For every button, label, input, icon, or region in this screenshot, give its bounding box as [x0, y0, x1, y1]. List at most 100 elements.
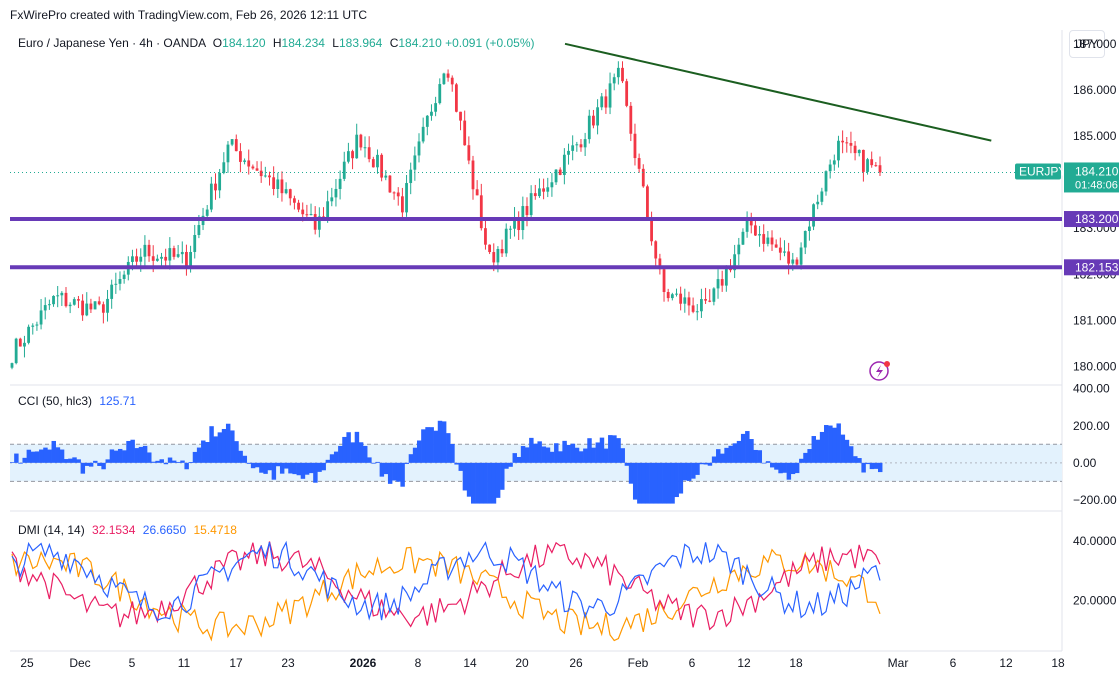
candle-body: [488, 244, 492, 253]
cci-bar: [425, 427, 430, 463]
cci-bar: [848, 446, 854, 463]
cci-bar: [832, 427, 837, 463]
open-value: 184.120: [222, 36, 266, 50]
cci-bar: [686, 462, 692, 481]
candle-body: [413, 155, 417, 170]
cci-bar: [51, 440, 56, 463]
candle-body: [77, 299, 80, 301]
minus-di-line: [11, 541, 881, 631]
last-price-tag: [1064, 162, 1119, 193]
cci-bar: [873, 462, 879, 469]
cci-bar: [43, 447, 48, 463]
cci-bar: [824, 425, 829, 463]
candle-body: [81, 300, 85, 316]
candle-body: [820, 191, 824, 202]
cci-bar: [30, 451, 36, 463]
cci-bar: [483, 462, 488, 504]
cci-bar: [711, 456, 717, 463]
cci-bar: [628, 462, 634, 484]
cci-bar: [790, 462, 796, 475]
cci-bar: [757, 450, 763, 463]
time-tick: 25: [20, 656, 34, 670]
cci-bar: [275, 462, 281, 467]
cci-bar: [782, 462, 787, 473]
cci-bar: [255, 462, 260, 468]
candle-body: [758, 234, 761, 236]
candle-body: [151, 256, 155, 261]
candle-body: [405, 183, 408, 213]
level-tag-text: 182.153: [1075, 260, 1119, 274]
candle-body: [841, 140, 845, 143]
cci-bar: [761, 462, 767, 464]
close-label: C: [389, 36, 399, 50]
cci-bar: [491, 462, 497, 504]
candle-body: [712, 288, 716, 302]
candle-body: [230, 139, 234, 145]
cci-bar: [317, 462, 322, 472]
candle-body: [679, 293, 683, 304]
time-tick: Dec: [69, 656, 90, 670]
cci-bar: [221, 428, 227, 463]
cci-bar: [707, 462, 713, 466]
candle-body: [583, 139, 587, 148]
adx-line: [11, 546, 881, 642]
cci-bar: [786, 462, 792, 480]
cci-bar: [765, 461, 771, 463]
cci-bar: [101, 462, 106, 470]
cci-bar: [566, 444, 571, 463]
candle-body: [525, 206, 529, 216]
candle-body: [180, 251, 184, 255]
candle-body: [799, 247, 803, 265]
cci-bar: [263, 462, 268, 474]
candle-body: [866, 159, 869, 172]
symbol-legend: Euro / Japanese Yen · 4h · OANDA O184.12…: [18, 36, 535, 50]
candle-body: [14, 338, 18, 364]
candle-body: [297, 202, 300, 210]
candle-body: [168, 248, 172, 261]
candle-body: [425, 115, 429, 127]
candle-body: [322, 216, 325, 218]
cci-bar: [171, 460, 177, 463]
cci-bar: [578, 451, 584, 463]
candle-body: [164, 256, 168, 261]
cci-bar: [549, 451, 555, 463]
candle-body: [762, 234, 766, 244]
candle-body: [101, 304, 105, 313]
cci-bar: [811, 436, 817, 463]
currency-button[interactable]: JPY: [1069, 30, 1105, 58]
cci-bar: [645, 462, 650, 504]
candle-body: [35, 324, 39, 326]
dmi-legend: DMI (14, 14) 32.1534 26.6650 15.4718: [18, 523, 237, 537]
dmi-tick: 40.0000: [1073, 534, 1117, 548]
cci-bar: [720, 453, 725, 463]
cci-bar: [732, 443, 738, 463]
candle-body: [778, 247, 782, 253]
lightning-icon[interactable]: [869, 361, 890, 381]
candle-body: [363, 147, 367, 149]
candle-body: [650, 217, 653, 242]
change-value: +0.091 (+0.05%): [445, 36, 535, 50]
candle-body: [471, 160, 475, 190]
candle-body: [484, 228, 487, 245]
cci-bar: [616, 438, 621, 463]
candle-body: [114, 283, 118, 285]
cci-bar: [309, 462, 314, 474]
low-value: 183.964: [338, 36, 383, 50]
candle-body: [542, 188, 545, 192]
candle-body: [845, 142, 849, 144]
candle-body: [396, 192, 400, 197]
candle-body: [562, 154, 566, 175]
cci-bar: [68, 458, 73, 463]
candle-body: [508, 228, 512, 230]
cci-bar: [117, 448, 123, 463]
dmi-tick: 20.0000: [1073, 593, 1117, 607]
support-levels: [10, 217, 1062, 270]
cci-bar: [188, 461, 194, 463]
candle-body: [733, 254, 737, 271]
candle-body: [234, 139, 238, 152]
cci-bar: [691, 462, 696, 479]
trendline[interactable]: [564, 42, 992, 142]
candle-body: [683, 297, 687, 304]
cci-bar: [138, 446, 144, 463]
